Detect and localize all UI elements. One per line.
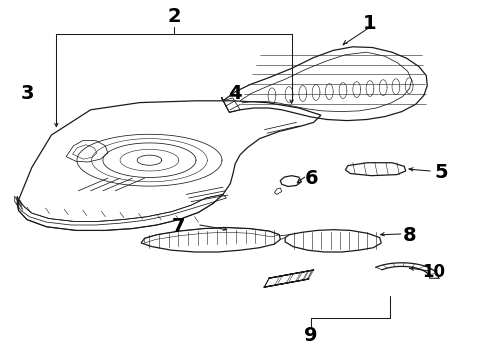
Text: 2: 2 [167,7,181,26]
Text: 10: 10 [422,263,445,281]
Text: 3: 3 [20,84,34,103]
Text: 8: 8 [402,226,416,245]
Text: 4: 4 [228,84,242,103]
Text: 7: 7 [172,217,186,236]
Text: 1: 1 [363,14,377,33]
Text: 9: 9 [304,326,318,345]
Text: 6: 6 [304,169,318,188]
Text: 5: 5 [434,163,448,182]
